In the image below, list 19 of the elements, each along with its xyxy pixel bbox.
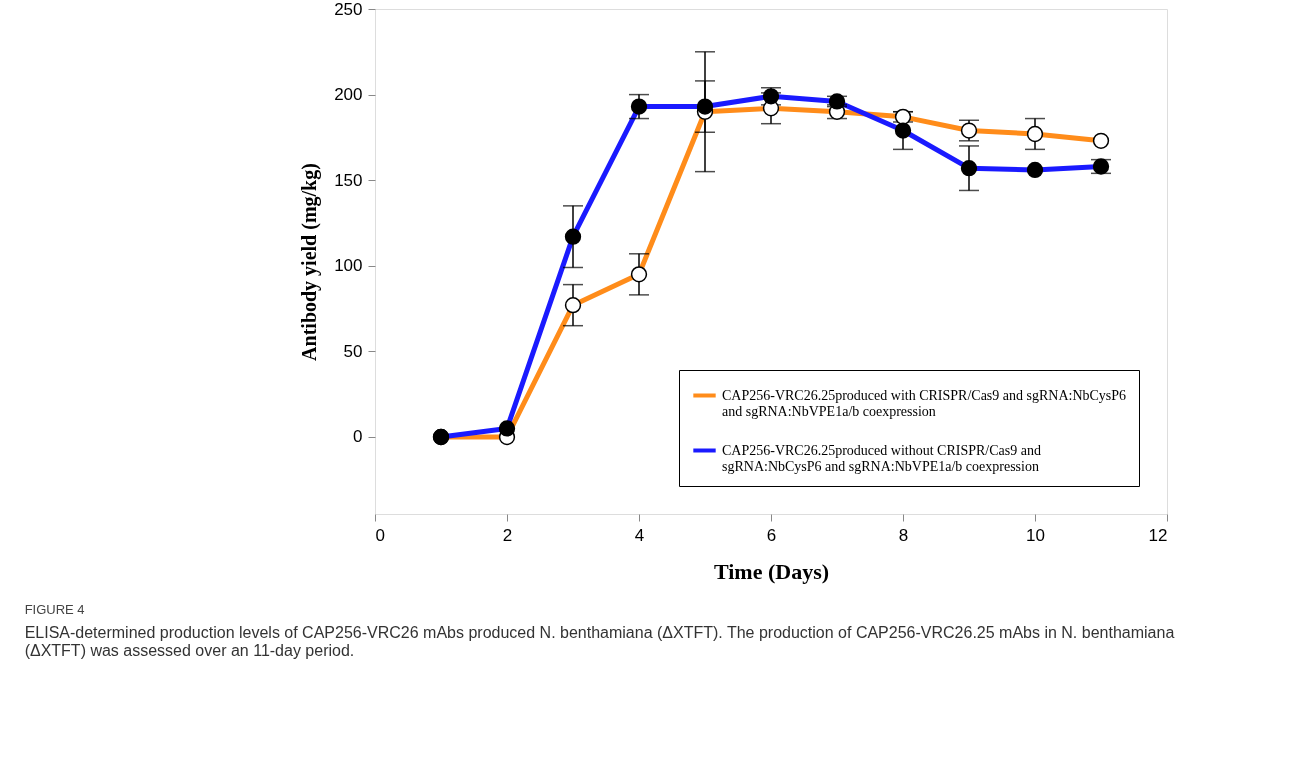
text: FIGURE 4 bbox=[24, 602, 85, 617]
y-tick-label: 100 bbox=[334, 256, 363, 276]
x-tick-label: 8 bbox=[898, 525, 909, 545]
text: ELISA-determined production levels of CAP256-VRC26 mAbs produced N. benthamiana (ΔXTFT). The production of CAP256-VRC26.25 mAbs in N. benthamiana (ΔXTFT) was assessed over an 11-day period. bbox=[24, 624, 1175, 659]
legend-label: CAP256-VRC26.25produced with CRISPR/Cas9 and sgRNA:NbCysP6 and sgRNA:NbVPE1a/b coexpression bbox=[722, 387, 1127, 419]
x-axis-title: Time (Days) bbox=[713, 558, 830, 584]
y-tick-label: 200 bbox=[334, 85, 363, 105]
x-tick-label: 6 bbox=[766, 525, 777, 545]
x-tick-label: 10 bbox=[1026, 525, 1045, 545]
legend-label: CAP256-VRC26.25produced without CRISPR/Cas9 and sgRNA:NbCysP6 and sgRNA:NbVPE1a/b coexpression bbox=[722, 442, 1041, 474]
x-tick-label: 4 bbox=[634, 525, 645, 545]
y-axis-title: Antibody yield (mg/kg) bbox=[298, 163, 322, 361]
y-tick-label: 250 bbox=[334, 0, 363, 19]
x-tick-label: 12 bbox=[1148, 525, 1168, 545]
x-tick-label: 2 bbox=[502, 525, 513, 545]
y-tick-label: 50 bbox=[343, 341, 363, 361]
x-tick-label: 0 bbox=[375, 525, 385, 545]
y-tick-label: 0 bbox=[353, 427, 363, 447]
y-tick-label: 150 bbox=[334, 170, 363, 190]
